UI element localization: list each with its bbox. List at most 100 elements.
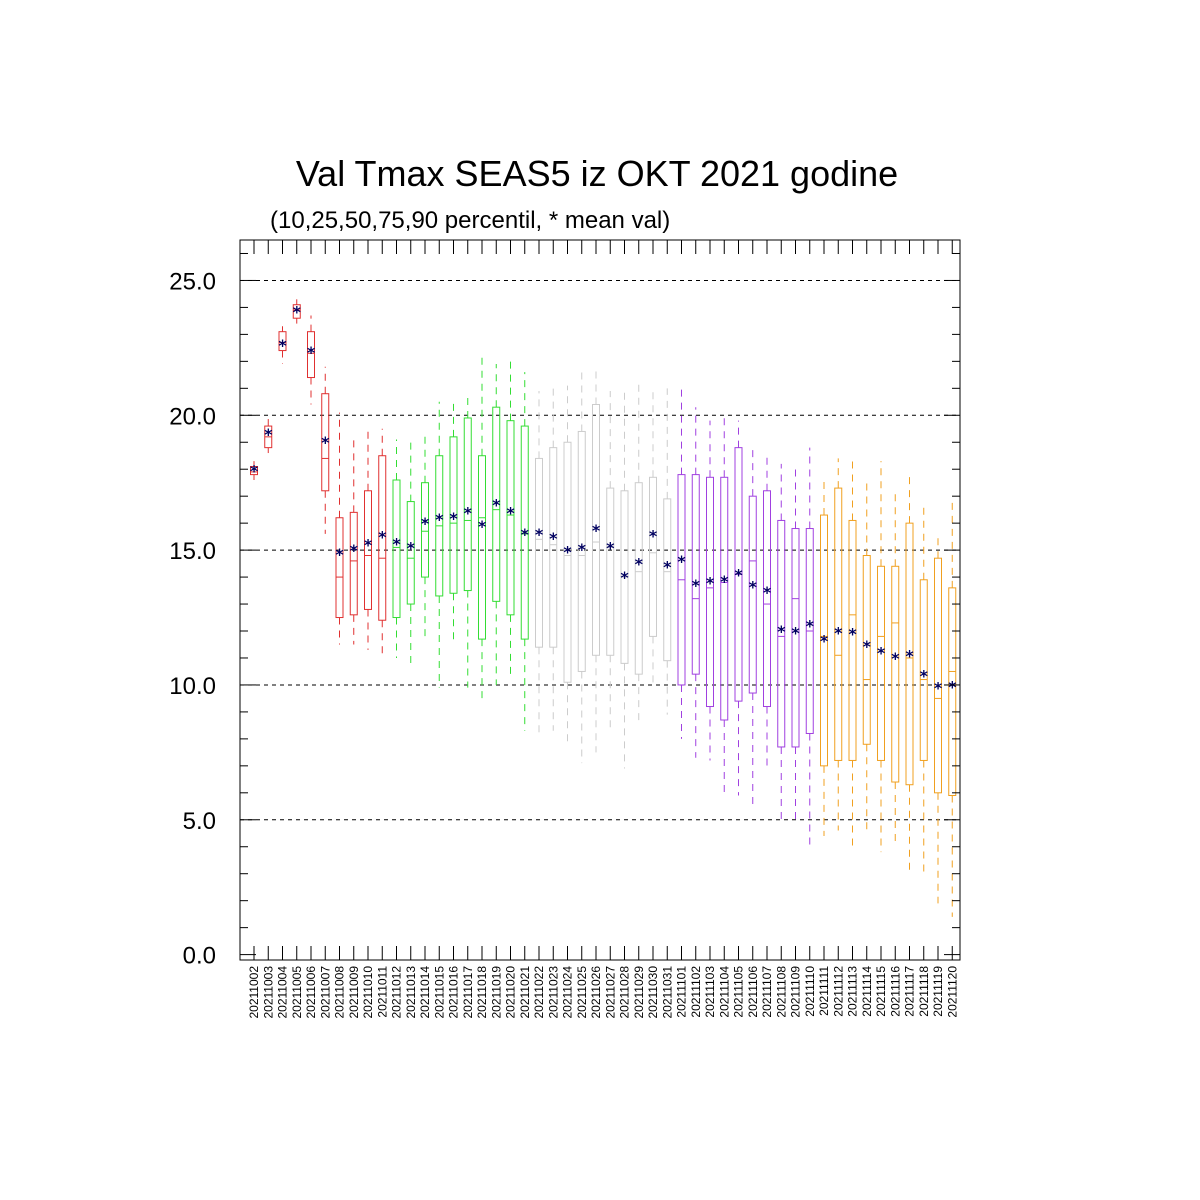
box: [307, 331, 315, 379]
x-tick-label: 20211012: [390, 966, 404, 1019]
mean-marker: *: [378, 528, 387, 547]
box: [506, 420, 515, 616]
mean-marker: *: [521, 525, 530, 544]
x-tick-label: 20211003: [261, 966, 275, 1019]
mean-markers: * * * * * * * * * * * * * * * * * * * * * * * * * * * * * * * * * * * * * * * *…: [250, 302, 957, 697]
x-tick-label: 20211017: [461, 966, 475, 1019]
x-tick-label: 20211004: [276, 966, 290, 1019]
x-tick-label: 20211118: [917, 966, 931, 1017]
mean-marker: *: [677, 552, 686, 571]
box: [449, 436, 458, 594]
box: [421, 482, 429, 578]
x-tick-label: 20211119: [931, 966, 945, 1017]
mean-marker: *: [948, 677, 957, 696]
mean-marker: *: [364, 536, 373, 555]
box: [720, 476, 729, 721]
mean-marker: *: [663, 557, 672, 576]
mean-marker: *: [649, 526, 658, 545]
x-tick-label: 20211022: [532, 966, 546, 1019]
box: [706, 476, 714, 708]
mean-marker: *: [692, 576, 701, 595]
box: [250, 466, 258, 476]
box: [364, 490, 372, 610]
y-tick-label: 5.0: [183, 808, 216, 835]
box: [777, 519, 786, 748]
box: [292, 304, 301, 319]
x-tick-label: 20211025: [575, 966, 589, 1019]
chart-subtitle: (10,25,50,75,90 percentil, * mean val): [270, 207, 670, 234]
mean-marker: *: [592, 521, 601, 540]
mean-marker: *: [335, 545, 344, 564]
box: [406, 501, 415, 605]
mean-marker: *: [863, 637, 872, 656]
x-tick-label: 20211027: [603, 966, 617, 1019]
x-tick-label: 20211115: [874, 966, 888, 1017]
x-tick-label: 20211006: [304, 966, 318, 1019]
x-tick-label: 20211031: [660, 966, 674, 1019]
x-tick-label: 20211103: [703, 966, 717, 1018]
mean-marker: *: [578, 540, 587, 559]
y-tick-label: 20.0: [169, 403, 216, 430]
box: [663, 498, 672, 662]
x-tick-label: 20211015: [432, 966, 446, 1019]
y-tick-label: 10.0: [169, 673, 216, 700]
mean-marker: *: [620, 568, 629, 587]
x-tick-label: 20211010: [361, 966, 375, 1019]
x-tick-label: 20211018: [475, 966, 489, 1019]
box: [848, 519, 857, 761]
mean-marker: *: [763, 583, 772, 602]
x-tick-label: 20211030: [646, 966, 660, 1019]
x-tick-label: 20211117: [903, 966, 917, 1017]
box: [634, 482, 643, 675]
mean-marker: *: [535, 525, 544, 544]
mean-marker: *: [848, 625, 857, 644]
box: [535, 457, 543, 648]
mean-marker: *: [905, 646, 914, 665]
box: [891, 565, 900, 783]
box: [463, 417, 472, 592]
x-tick-label: 20211108: [774, 966, 788, 1018]
x-tick-label: 20211120: [945, 966, 959, 1018]
box: [948, 587, 957, 797]
box: [378, 455, 387, 621]
x-tick-label: 20211116: [888, 966, 902, 1017]
box: [862, 555, 871, 745]
x-tick-label: 20211104: [717, 966, 731, 1018]
box: [478, 455, 486, 640]
mean-marker: *: [806, 617, 815, 636]
mean-marker: *: [563, 542, 572, 561]
mean-marker: *: [734, 565, 743, 584]
mean-marker: *: [250, 462, 259, 481]
box: [335, 517, 344, 619]
x-tick-label: 20211029: [632, 966, 646, 1019]
y-tick-label: 0.0: [183, 943, 216, 970]
mean-marker: *: [321, 433, 330, 452]
mean-marker: *: [464, 503, 473, 522]
mean-marker: *: [392, 534, 401, 553]
box-series: [250, 299, 957, 917]
x-tick-label: 20211107: [760, 966, 774, 1018]
x-tick-label: 20211021: [518, 966, 532, 1019]
box: [563, 441, 572, 683]
box: [577, 430, 586, 672]
mean-marker: *: [492, 495, 501, 514]
x-tick-label: 20211110: [803, 966, 817, 1017]
mean-marker: *: [791, 623, 800, 642]
box: [392, 479, 401, 619]
box: [549, 447, 558, 648]
mean-marker: *: [891, 649, 900, 668]
mean-marker: *: [720, 572, 729, 591]
mean-marker: *: [478, 517, 487, 536]
x-tick-label: 20211111: [817, 966, 831, 1016]
mean-marker: *: [278, 336, 287, 355]
mean-marker: *: [777, 622, 786, 641]
x-tick-label: 20211028: [618, 966, 632, 1019]
x-tick-label: 20211007: [318, 966, 332, 1019]
box: [934, 557, 942, 794]
x-tick-label: 20211106: [746, 966, 760, 1018]
box: [905, 522, 914, 786]
mean-marker: *: [706, 573, 715, 592]
mean-marker: *: [435, 510, 444, 529]
x-tick-label: 20211014: [418, 966, 432, 1019]
